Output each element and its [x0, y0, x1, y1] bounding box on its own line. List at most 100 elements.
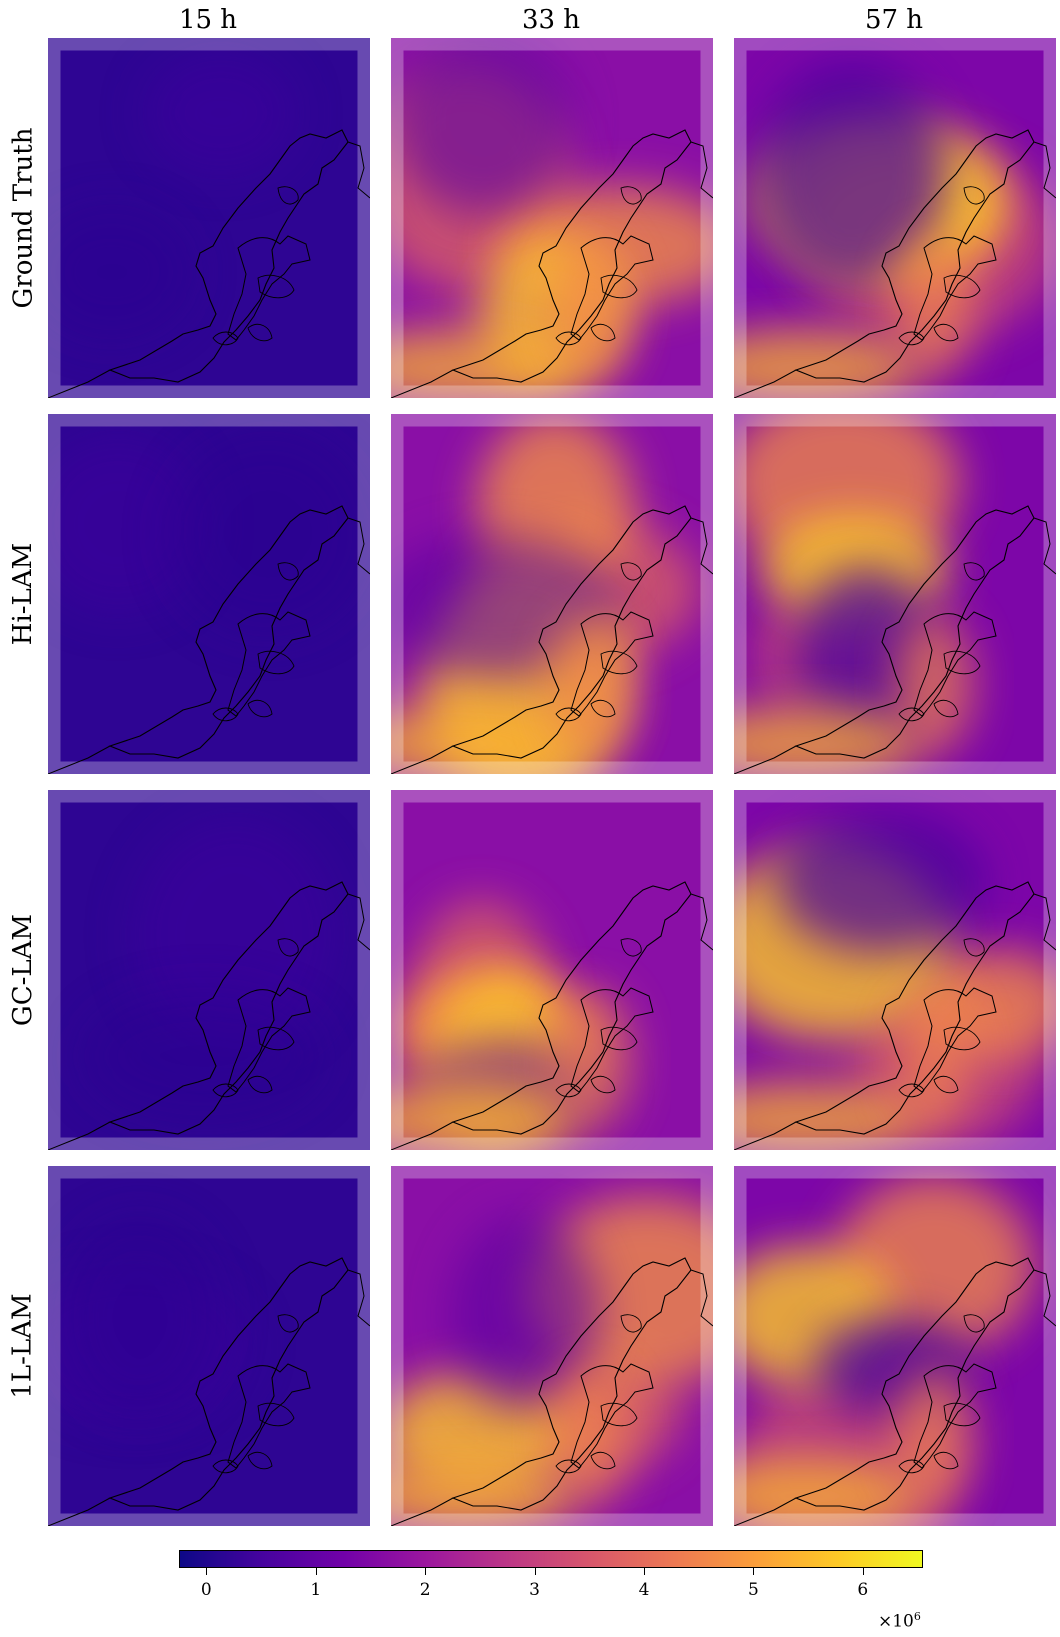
boundary-margin — [48, 414, 370, 774]
column-title-57h: 57 h — [864, 5, 924, 35]
coastline-southwest — [391, 1121, 454, 1150]
colorbar-tick-label: 0 — [200, 1580, 212, 1600]
island-outline — [590, 324, 616, 342]
colorbar-tick — [644, 1568, 645, 1575]
row-label-gc-lam: GC-LAM — [8, 913, 38, 1027]
island-outline — [943, 1402, 981, 1427]
island-outline — [257, 1026, 295, 1051]
column-title-15h: 15 h — [178, 5, 238, 35]
island-outline — [555, 707, 582, 722]
row-label-hi-lam: Hi-LAM — [8, 542, 39, 646]
colorbar — [179, 1550, 923, 1568]
coastline — [794, 505, 1035, 759]
colorbar-tick-label: 6 — [857, 1580, 869, 1600]
boundary-margin — [391, 38, 713, 398]
island-outline — [963, 186, 985, 205]
island-outline — [963, 938, 985, 957]
coastline-southwest — [48, 1121, 111, 1150]
colorbar-tick-label: 1 — [310, 1580, 322, 1600]
colorbar-tick — [753, 1568, 755, 1575]
coastline-east — [1033, 517, 1056, 575]
island-outline — [600, 274, 638, 299]
colorbar-tick — [315, 1568, 317, 1575]
map-panel — [734, 790, 1056, 1150]
island-outline — [555, 1459, 582, 1474]
row-label-1l-lam: 1L-LAM — [8, 1293, 39, 1399]
island-outline — [600, 1402, 638, 1427]
coastline-east — [347, 141, 370, 199]
gulf-of-bothnia — [570, 987, 654, 1093]
island-outline — [620, 562, 642, 581]
coastline — [108, 881, 349, 1135]
row-label-ground-truth: Ground Truth — [8, 127, 38, 309]
coastline-east — [1033, 141, 1056, 199]
gulf-of-bothnia — [227, 1363, 311, 1469]
boundary-margin — [734, 38, 1056, 398]
boundary-margin — [391, 414, 713, 774]
island-outline — [212, 331, 239, 346]
map-panel — [48, 1166, 370, 1526]
island-outline — [277, 562, 299, 581]
coastline-east — [690, 893, 713, 951]
island-outline — [277, 938, 299, 957]
coastline-east — [347, 893, 370, 951]
coastline — [451, 881, 692, 1135]
coastline — [451, 1257, 692, 1511]
island-outline — [590, 1452, 616, 1470]
coastline-southwest — [391, 369, 454, 398]
coastline-southwest — [734, 1121, 797, 1150]
boundary-margin — [734, 414, 1056, 774]
island-outline — [933, 1076, 959, 1094]
gulf-of-bothnia — [913, 235, 997, 341]
boundary-margin — [48, 1166, 370, 1526]
island-outline — [212, 1459, 239, 1474]
boundary-margin — [734, 790, 1056, 1150]
island-outline — [943, 1026, 981, 1051]
coastline-east — [690, 517, 713, 575]
island-outline — [620, 1314, 642, 1333]
coastline-east — [347, 1269, 370, 1327]
gulf-of-bothnia — [227, 987, 311, 1093]
gulf-of-bothnia — [570, 611, 654, 717]
map-panel — [734, 414, 1056, 774]
boundary-margin — [391, 1166, 713, 1526]
gulf-of-bothnia — [227, 611, 311, 717]
island-outline — [943, 650, 981, 675]
coastline — [108, 505, 349, 759]
coastline-east — [1033, 893, 1056, 951]
gulf-of-bothnia — [913, 1363, 997, 1469]
coastline-east — [690, 141, 713, 199]
island-outline — [247, 700, 273, 718]
map-panel — [48, 38, 370, 398]
island-outline — [212, 1083, 239, 1098]
colorbar-tick-label: 5 — [747, 1580, 759, 1600]
column-title-33h: 33 h — [521, 5, 581, 35]
coastline-east — [347, 517, 370, 575]
coastline-southwest — [48, 745, 111, 774]
island-outline — [620, 938, 642, 957]
island-outline — [257, 274, 295, 299]
coastline-east — [690, 1269, 713, 1327]
coastline — [108, 129, 349, 383]
map-panel — [48, 790, 370, 1150]
island-outline — [257, 650, 295, 675]
colorbar-tick-label: 4 — [638, 1580, 650, 1600]
island-outline — [600, 650, 638, 675]
colorbar-tick — [862, 1568, 864, 1575]
coastline-southwest — [734, 369, 797, 398]
coastline-southwest — [48, 369, 111, 398]
colorbar-tick — [206, 1568, 208, 1575]
colorbar-tick — [425, 1568, 427, 1575]
map-panel — [391, 790, 713, 1150]
island-outline — [212, 707, 239, 722]
island-outline — [933, 324, 959, 342]
coastline — [108, 1257, 349, 1511]
island-outline — [620, 186, 642, 205]
coastline — [794, 129, 1035, 383]
island-outline — [898, 331, 925, 346]
island-outline — [898, 1083, 925, 1098]
island-outline — [247, 1076, 273, 1094]
map-panel — [391, 414, 713, 774]
coastline — [794, 881, 1035, 1135]
coastline-southwest — [48, 1497, 111, 1526]
